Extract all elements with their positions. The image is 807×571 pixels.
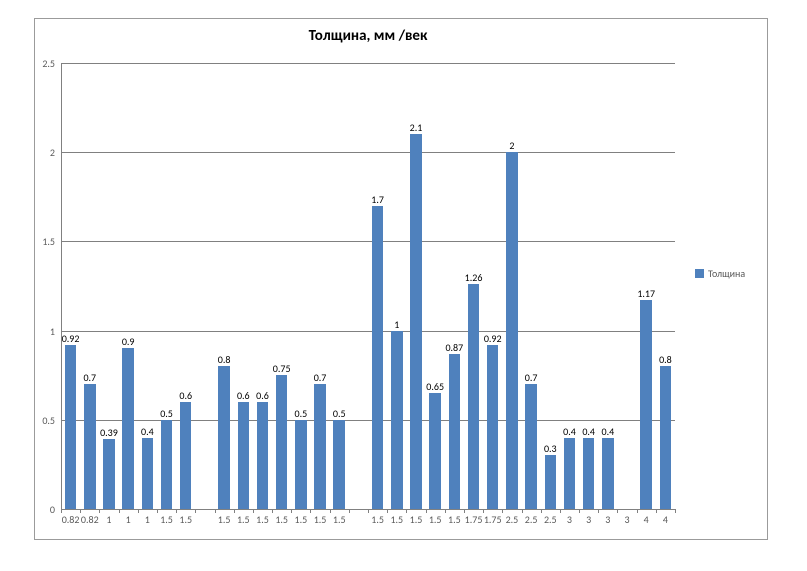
bar	[314, 384, 326, 509]
data-label: 0.6	[174, 389, 197, 402]
gridline	[61, 331, 675, 332]
bar	[640, 300, 652, 509]
data-label: 0.8	[654, 353, 677, 366]
data-label: 0.5	[328, 407, 351, 420]
y-tick-label: 2.5	[35, 57, 55, 70]
bar	[257, 402, 269, 509]
bar	[391, 331, 403, 509]
bar	[295, 420, 307, 509]
bar	[468, 284, 480, 509]
y-axis-line	[61, 63, 62, 509]
bar	[372, 206, 384, 509]
y-tick-label: 1.5	[35, 235, 55, 248]
bar	[238, 402, 250, 509]
legend-swatch	[695, 269, 704, 278]
gridline	[61, 241, 675, 242]
data-label: 0.87	[443, 341, 466, 354]
plot-area: 0.920.70.390.90.40.50.60.80.60.60.750.50…	[61, 63, 675, 509]
data-label: 0.7	[78, 371, 101, 384]
bar	[333, 420, 345, 509]
bar	[429, 393, 441, 509]
data-label: 0.9	[117, 335, 140, 348]
y-tick-label: 1	[35, 325, 55, 338]
bar	[65, 345, 77, 509]
bar	[218, 366, 230, 509]
data-label: 0.75	[270, 362, 293, 375]
data-label: 0.92	[59, 332, 82, 345]
data-label: 1.17	[635, 287, 658, 300]
data-label: 1.7	[366, 193, 389, 206]
bar	[103, 439, 115, 509]
page: Толщина, мм /век 0.92 0.7 0.39 0.9 0.4 0.5 0.6…	[0, 0, 807, 571]
data-label: 0.7	[520, 371, 543, 384]
bar	[161, 420, 173, 509]
data-label: 0.92	[481, 332, 504, 345]
y-tick-label: 2	[35, 146, 55, 159]
data-label: 2	[500, 139, 523, 152]
bar	[545, 455, 557, 509]
y-tick-label: 0.5	[35, 414, 55, 427]
bar	[564, 438, 576, 509]
bar	[142, 438, 154, 509]
bar	[180, 402, 192, 509]
bar	[449, 354, 461, 509]
data-label: 0.39	[97, 426, 120, 439]
chart-frame: Толщина, мм /век 0.92 0.7 0.39 0.9 0.4 0.5 0.6…	[34, 18, 768, 540]
bar	[122, 348, 134, 509]
bar	[84, 384, 96, 509]
data-label: 1	[385, 318, 408, 331]
bar	[410, 134, 422, 509]
data-label: 0.8	[213, 353, 236, 366]
data-label: 2.1	[404, 121, 427, 134]
bar	[602, 438, 614, 509]
x-tick-label: 4	[653, 513, 678, 526]
gridline	[61, 420, 675, 421]
legend-text: Толщина	[708, 267, 745, 280]
bar	[583, 438, 595, 509]
bar	[276, 375, 288, 509]
chart-title: Толщина, мм /век	[61, 27, 675, 45]
data-label: 0.6	[251, 389, 274, 402]
legend: Толщина	[695, 267, 745, 280]
gridline	[61, 152, 675, 153]
data-label: 0.5	[155, 407, 178, 420]
y-tick-label: 0	[35, 503, 55, 516]
gridline	[61, 63, 675, 64]
bar	[525, 384, 537, 509]
data-label: 0.5	[289, 407, 312, 420]
data-label: 0.4	[136, 425, 159, 438]
data-label: 0.7	[308, 371, 331, 384]
data-label: 0.4	[596, 425, 619, 438]
bar	[506, 152, 518, 509]
data-label: 1.26	[462, 271, 485, 284]
x-tick-label: 1.5	[327, 513, 352, 526]
bar	[660, 366, 672, 509]
bar	[487, 345, 499, 509]
x-tick-label: 1.5	[173, 513, 198, 526]
data-label: 0.65	[424, 380, 447, 393]
data-label: 0.3	[539, 442, 562, 455]
